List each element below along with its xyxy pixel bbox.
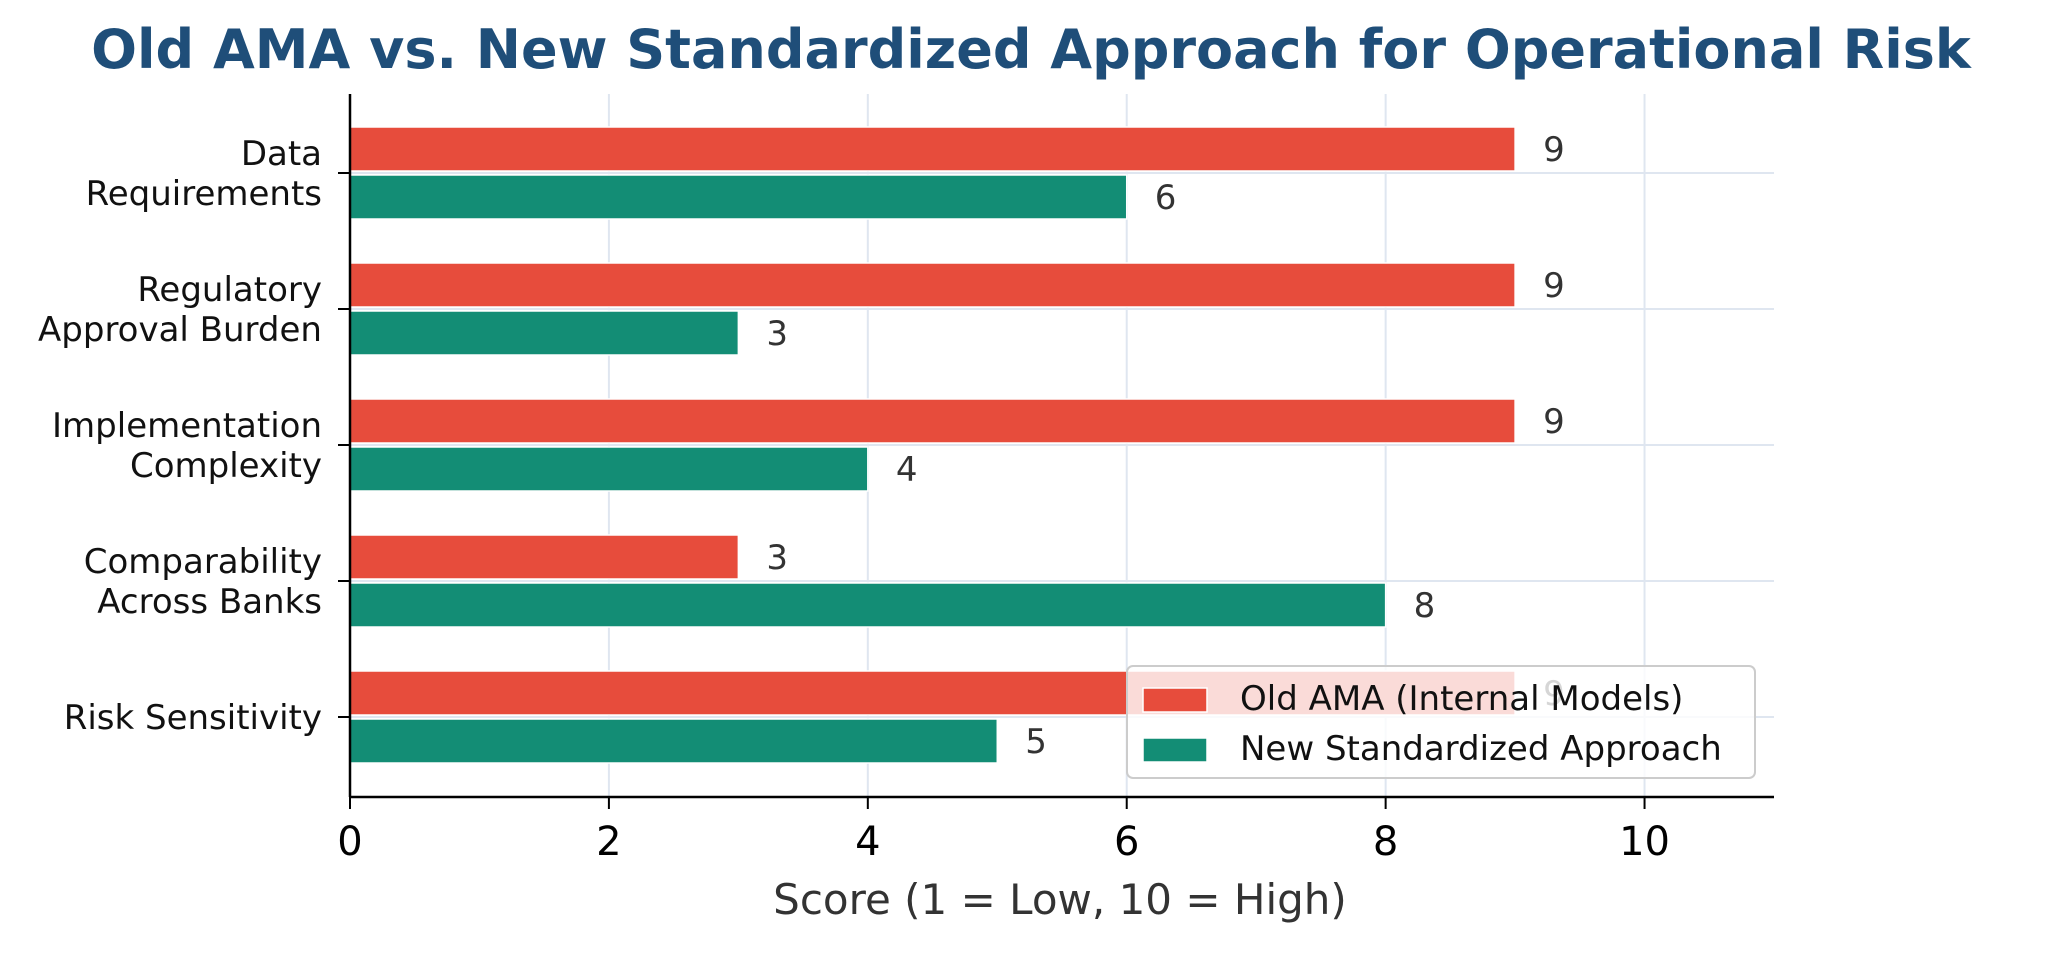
x-tick-label: 6 xyxy=(1114,819,1139,865)
x-tick-label: 8 xyxy=(1373,819,1398,865)
value-label: 9 xyxy=(1543,130,1565,170)
category-label: Implementation xyxy=(52,406,322,446)
value-label: 6 xyxy=(1155,178,1177,218)
value-label: 4 xyxy=(896,450,918,490)
category-label: Across Banks xyxy=(97,582,322,622)
x-ticks: 0 2 4 6 8 10 xyxy=(337,797,1670,865)
value-label: 5 xyxy=(1025,722,1047,762)
value-label: 9 xyxy=(1543,402,1565,442)
value-label: 8 xyxy=(1414,586,1436,626)
value-label: 9 xyxy=(1543,266,1565,306)
category-label: Comparability xyxy=(84,542,322,582)
bar xyxy=(349,718,999,764)
legend-swatch xyxy=(1142,687,1208,713)
legend: Old AMA (Internal Models) New Standardize… xyxy=(1126,665,1756,779)
bar xyxy=(349,582,1387,628)
bar xyxy=(349,126,1516,172)
x-tick-label: 2 xyxy=(596,819,621,865)
bar xyxy=(349,534,740,580)
category-label: Regulatory xyxy=(137,270,322,310)
category-label: Data xyxy=(241,134,322,174)
value-label: 3 xyxy=(766,314,788,354)
legend-label: New Standardized Approach xyxy=(1240,729,1722,769)
legend-swatch xyxy=(1142,737,1208,763)
category-label: Complexity xyxy=(130,446,322,486)
x-tick-label: 0 xyxy=(337,819,362,865)
category-label: Approval Burden xyxy=(38,310,322,350)
chart-title: Old AMA vs. New Standardized Approach fo… xyxy=(91,18,1972,81)
legend-label: Old AMA (Internal Models) xyxy=(1240,679,1683,719)
bar xyxy=(349,262,1516,308)
legend-box xyxy=(1126,665,1756,779)
x-tick-label: 10 xyxy=(1619,819,1670,865)
bar xyxy=(349,398,1516,444)
bar xyxy=(349,310,740,356)
x-tick-label: 4 xyxy=(855,819,880,865)
category-label: Requirements xyxy=(86,174,322,214)
bar xyxy=(349,174,1128,220)
category-label: Risk Sensitivity xyxy=(64,698,322,738)
x-axis-label: Score (1 = Low, 10 = High) xyxy=(773,875,1347,924)
value-label: 3 xyxy=(766,538,788,578)
bar xyxy=(349,446,869,492)
axes xyxy=(338,94,1774,799)
